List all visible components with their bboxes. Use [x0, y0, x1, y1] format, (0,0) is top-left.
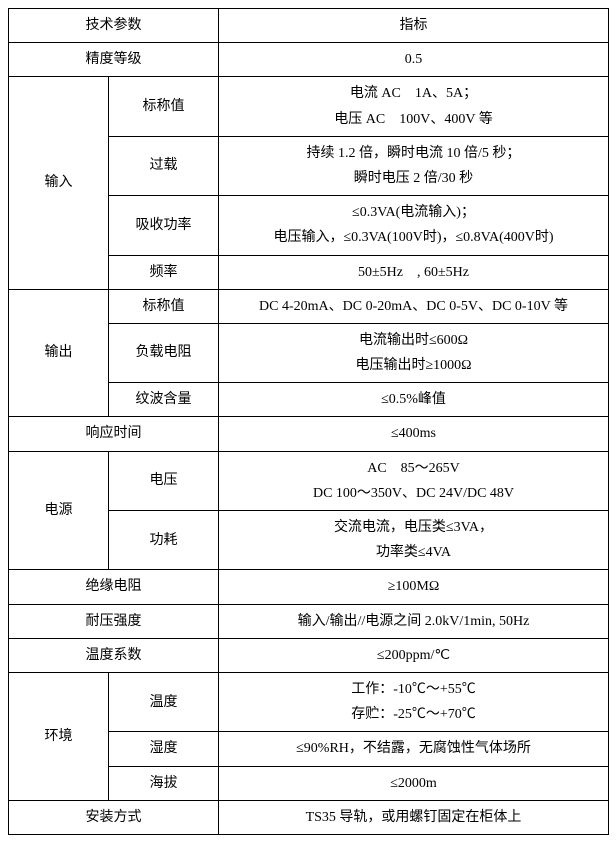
output-load-label: 负载电阻 [109, 323, 219, 382]
cell-line: ≤0.3VA(电流输入)； [352, 205, 475, 220]
input-freq-label: 频率 [109, 255, 219, 289]
env-humidity-value: ≤90%RH，不结露，无腐蚀性气体场所 [219, 732, 609, 766]
output-label: 输出 [9, 289, 109, 417]
supply-voltage-label: 电压 [109, 451, 219, 510]
input-nominal-value: 电流 AC 1A、5A； 电压 AC 100V、400V 等 [219, 77, 609, 136]
output-nominal-label: 标称值 [109, 289, 219, 323]
output-nominal-value: DC 4-20mA、DC 0-20mA、DC 0-5V、DC 0-10V 等 [219, 289, 609, 323]
install-value: TS35 导轨，或用螺钉固定在柜体上 [219, 800, 609, 834]
table-row: 精度等级 0.5 [9, 43, 609, 77]
tempcoef-value: ≤200ppm/℃ [219, 638, 609, 672]
response-label: 响应时间 [9, 417, 219, 451]
table-row: 环境 温度 工作：-10℃～+55℃ 存贮：-25℃～+70℃ [9, 672, 609, 731]
insulation-label: 绝缘电阻 [9, 570, 219, 604]
precision-value: 0.5 [219, 43, 609, 77]
table-row: 输出 标称值 DC 4-20mA、DC 0-20mA、DC 0-5V、DC 0-… [9, 289, 609, 323]
table-row: 温度系数 ≤200ppm/℃ [9, 638, 609, 672]
cell-line: 存贮：-25℃～+70℃ [351, 707, 476, 722]
input-nominal-label: 标称值 [109, 77, 219, 136]
input-overload-value: 持续 1.2 倍，瞬时电流 10 倍/5 秒； 瞬时电压 2 倍/30 秒 [219, 136, 609, 195]
precision-label: 精度等级 [9, 43, 219, 77]
cell-line: 工作：-10℃～+55℃ [351, 682, 476, 697]
table-row: 输入 标称值 电流 AC 1A、5A； 电压 AC 100V、400V 等 [9, 77, 609, 136]
header-indicator: 指标 [219, 9, 609, 43]
install-label: 安装方式 [9, 800, 219, 834]
cell-line: 电压 AC 100V、400V 等 [334, 112, 492, 127]
cell-line: 功率类≤4VA [376, 545, 451, 560]
cell-line: AC 85～265V [367, 461, 460, 476]
supply-consumption-label: 功耗 [109, 511, 219, 570]
input-power-label: 吸收功率 [109, 196, 219, 255]
cell-line: 持续 1.2 倍，瞬时电流 10 倍/5 秒； [307, 146, 521, 161]
supply-consumption-value: 交流电流，电压类≤3VA， 功率类≤4VA [219, 511, 609, 570]
input-power-value: ≤0.3VA(电流输入)； 电压输入，≤0.3VA(100V时)，≤0.8VA(… [219, 196, 609, 255]
env-temp-value: 工作：-10℃～+55℃ 存贮：-25℃～+70℃ [219, 672, 609, 731]
withstand-value: 输入/输出//电源之间 2.0kV/1min, 50Hz [219, 604, 609, 638]
input-overload-label: 过载 [109, 136, 219, 195]
output-ripple-value: ≤0.5%峰值 [219, 383, 609, 417]
withstand-label: 耐压强度 [9, 604, 219, 638]
env-label: 环境 [9, 672, 109, 800]
env-temp-label: 温度 [109, 672, 219, 731]
env-altitude-label: 海拔 [109, 766, 219, 800]
table-row: 电源 电压 AC 85～265V DC 100～350V、DC 24V/DC 4… [9, 451, 609, 510]
spec-table: 技术参数 指标 精度等级 0.5 输入 标称值 电流 AC 1A、5A； 电压 … [8, 8, 609, 835]
output-load-value: 电流输出时≤600Ω 电压输出时≥1000Ω [219, 323, 609, 382]
cell-line: DC 100～350V、DC 24V/DC 48V [313, 486, 514, 501]
input-freq-value: 50±5Hz , 60±5Hz [219, 255, 609, 289]
cell-line: 电压输入，≤0.3VA(100V时)，≤0.8VA(400V时) [273, 230, 553, 245]
table-row: 响应时间 ≤400ms [9, 417, 609, 451]
table-row: 耐压强度 输入/输出//电源之间 2.0kV/1min, 50Hz [9, 604, 609, 638]
env-altitude-value: ≤2000m [219, 766, 609, 800]
response-value: ≤400ms [219, 417, 609, 451]
cell-line: 瞬时电压 2 倍/30 秒 [354, 171, 473, 186]
tempcoef-label: 温度系数 [9, 638, 219, 672]
cell-line: 电流 AC 1A、5A； [350, 86, 477, 101]
output-ripple-label: 纹波含量 [109, 383, 219, 417]
input-label: 输入 [9, 77, 109, 289]
table-row: 技术参数 指标 [9, 9, 609, 43]
env-humidity-label: 湿度 [109, 732, 219, 766]
header-param: 技术参数 [9, 9, 219, 43]
cell-line: 电流输出时≤600Ω [359, 333, 468, 348]
table-row: 安装方式 TS35 导轨，或用螺钉固定在柜体上 [9, 800, 609, 834]
table-row: 绝缘电阻 ≥100MΩ [9, 570, 609, 604]
supply-voltage-value: AC 85～265V DC 100～350V、DC 24V/DC 48V [219, 451, 609, 510]
cell-line: 电压输出时≥1000Ω [355, 358, 471, 373]
cell-line: 交流电流，电压类≤3VA， [334, 520, 493, 535]
insulation-value: ≥100MΩ [219, 570, 609, 604]
supply-label: 电源 [9, 451, 109, 570]
